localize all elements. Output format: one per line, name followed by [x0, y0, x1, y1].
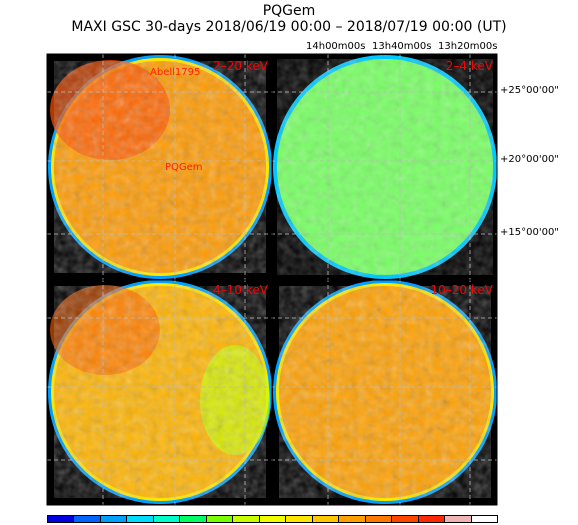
band-label-1: 2–20 keV: [213, 59, 269, 73]
band-label-4: 10–20 keV: [431, 283, 494, 297]
plot-subtitle: MAXI GSC 30-days 2018/06/19 00:00 – 2018…: [71, 19, 507, 35]
panel-map-10-20kev: [273, 280, 497, 504]
plot-title: PQGem: [262, 3, 316, 19]
color-scale-swatch: [444, 515, 472, 523]
band-label-2: 2–4 keV: [446, 59, 494, 73]
color-scale-swatch: [391, 515, 419, 523]
panel-map-2-20kev: [48, 55, 272, 279]
color-scale-swatch: [258, 515, 287, 523]
color-scale-swatch: [126, 515, 154, 523]
source-label-abell1795: Abell1795: [150, 67, 200, 78]
color-scale-swatch: [152, 515, 181, 523]
ra-tick-2: 13h40m00s: [372, 41, 432, 52]
dec-tick-3: +15°00'00": [500, 227, 559, 238]
color-scale-swatch: [205, 515, 234, 523]
color-scale-swatch: [179, 515, 207, 523]
color-scale-swatch: [99, 515, 128, 523]
ra-tick-1: 14h00m00s: [306, 41, 366, 52]
ra-tick-3: 13h20m00s: [438, 41, 498, 52]
color-scale-swatch: [311, 515, 340, 523]
dec-tick-2: +20°00'00": [500, 154, 559, 165]
color-scale-swatch: [73, 515, 101, 523]
band-label-3: 4–10 keV: [213, 283, 269, 297]
color-scale-swatch: [338, 515, 366, 523]
panel-map-4-10kev: [48, 280, 272, 504]
panel-map-2-4kev: [273, 55, 497, 279]
dec-tick-1: +25°00'00": [500, 85, 559, 96]
source-label-pqgem: PQGem: [165, 162, 203, 173]
color-scale-bar: [47, 515, 498, 525]
color-scale-swatch: [470, 515, 498, 523]
color-scale-swatch: [47, 515, 75, 523]
color-scale-swatch: [285, 515, 313, 523]
color-scale-swatch: [417, 515, 446, 523]
color-scale-swatch: [364, 515, 393, 523]
color-scale-swatch: [232, 515, 260, 523]
